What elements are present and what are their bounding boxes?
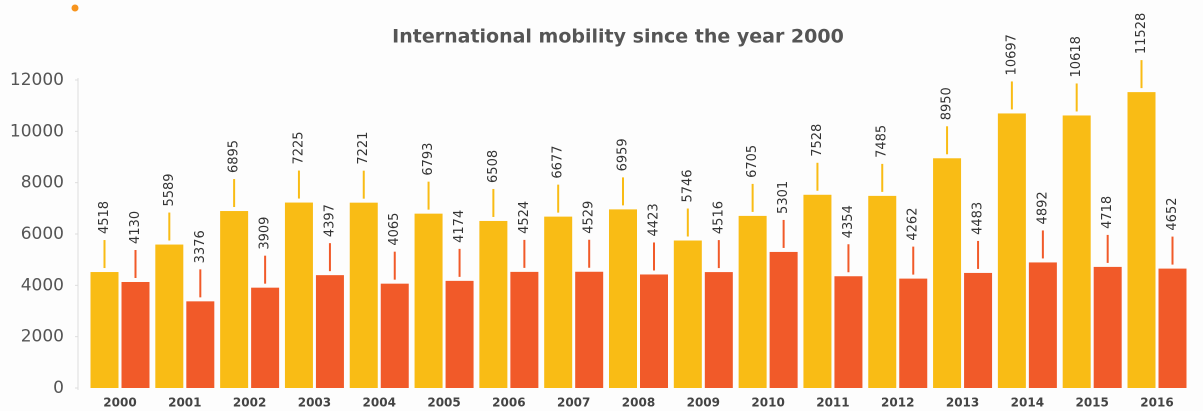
bar — [349, 202, 378, 388]
bar — [1158, 268, 1187, 388]
bar — [414, 213, 443, 388]
value-label: 4529 — [582, 201, 597, 234]
x-tick-label: 2002 — [233, 396, 266, 410]
bar — [315, 275, 344, 388]
bar — [933, 158, 962, 388]
value-label: 4718 — [1100, 196, 1115, 229]
bar — [640, 274, 668, 388]
value-label: 5746 — [680, 169, 695, 202]
value-label: 4652 — [1165, 198, 1180, 231]
x-tick-label: 2001 — [168, 396, 201, 410]
value-label: 11528 — [1134, 13, 1149, 54]
x-tick-label: 2011 — [816, 396, 849, 410]
x-tick-label: 2007 — [557, 396, 590, 410]
bar — [155, 244, 184, 388]
bar — [186, 301, 215, 388]
y-tick-label: 2000 — [21, 327, 64, 347]
y-tick-label: 12000 — [10, 70, 64, 90]
value-label: 4174 — [452, 210, 467, 243]
bar — [220, 211, 249, 388]
bar — [380, 283, 409, 388]
value-label: 7485 — [875, 125, 890, 158]
bar — [1028, 262, 1057, 388]
bar — [1127, 92, 1156, 388]
x-tick-label: 2009 — [687, 396, 720, 410]
x-tick-label: 2014 — [1011, 396, 1044, 410]
bar — [121, 281, 150, 388]
bar — [1062, 115, 1091, 388]
bar — [673, 240, 702, 388]
bar — [1093, 266, 1122, 388]
value-label: 4397 — [322, 204, 337, 237]
value-label: 6895 — [227, 140, 242, 173]
bar — [704, 272, 733, 388]
x-tick-label: 2016 — [1140, 396, 1173, 410]
bar — [738, 215, 767, 388]
value-label: 4524 — [517, 201, 532, 234]
value-label: 4065 — [387, 213, 402, 246]
value-label: 4262 — [906, 208, 921, 241]
value-label: 6705 — [745, 145, 760, 178]
y-tick-label: 6000 — [21, 224, 64, 244]
value-label: 10618 — [1069, 36, 1084, 77]
value-label: 10697 — [1004, 34, 1019, 75]
bar — [90, 272, 119, 388]
x-tick-label: 2006 — [492, 396, 525, 410]
y-tick-label: 10000 — [10, 121, 64, 141]
bar — [479, 220, 508, 388]
value-label: 8950 — [940, 87, 955, 120]
bar — [803, 194, 832, 388]
value-label: 7225 — [291, 131, 306, 164]
x-tick-label: 2013 — [946, 396, 979, 410]
value-label: 3909 — [258, 217, 273, 250]
bar — [284, 202, 313, 388]
bar — [964, 272, 993, 388]
x-tick-label: 2015 — [1075, 396, 1108, 410]
x-tick-label: 2000 — [103, 396, 136, 410]
bar — [834, 276, 863, 388]
value-label: 6508 — [486, 150, 501, 183]
x-tick-label: 2004 — [363, 396, 396, 410]
bar — [868, 195, 897, 388]
chart-title: International mobility since the year 20… — [392, 26, 844, 48]
value-label: 4892 — [1035, 191, 1050, 224]
value-label: 5589 — [162, 173, 177, 206]
value-label: 6959 — [616, 138, 631, 171]
value-label: 4516 — [711, 201, 726, 234]
x-tick-label: 2012 — [881, 396, 914, 410]
bar — [544, 216, 573, 388]
bar — [609, 209, 637, 388]
bar — [251, 287, 280, 388]
value-label: 4130 — [128, 211, 143, 244]
x-tick-label: 2005 — [427, 396, 460, 410]
value-label: 4518 — [97, 201, 112, 234]
value-label: 4354 — [841, 205, 856, 238]
value-label: 4423 — [647, 203, 662, 236]
value-label: 6677 — [551, 146, 566, 179]
x-tick-label: 2003 — [298, 396, 331, 410]
value-label: 5301 — [776, 181, 791, 214]
x-tick-label: 2008 — [622, 396, 655, 410]
bar — [899, 278, 928, 388]
decor-dot — [71, 4, 79, 12]
y-tick-label: 8000 — [21, 173, 64, 193]
bar — [575, 271, 604, 388]
bar — [510, 271, 539, 388]
value-label: 3376 — [193, 230, 208, 263]
bar — [997, 113, 1026, 388]
bar — [769, 251, 798, 388]
value-label: 7528 — [810, 124, 825, 157]
bar — [445, 280, 474, 388]
value-label: 7221 — [356, 132, 371, 165]
value-label: 6793 — [421, 143, 436, 176]
x-tick-label: 2010 — [751, 396, 784, 410]
value-label: 4483 — [971, 202, 986, 235]
y-tick-label: 0 — [53, 378, 64, 398]
y-tick-label: 4000 — [21, 275, 64, 295]
